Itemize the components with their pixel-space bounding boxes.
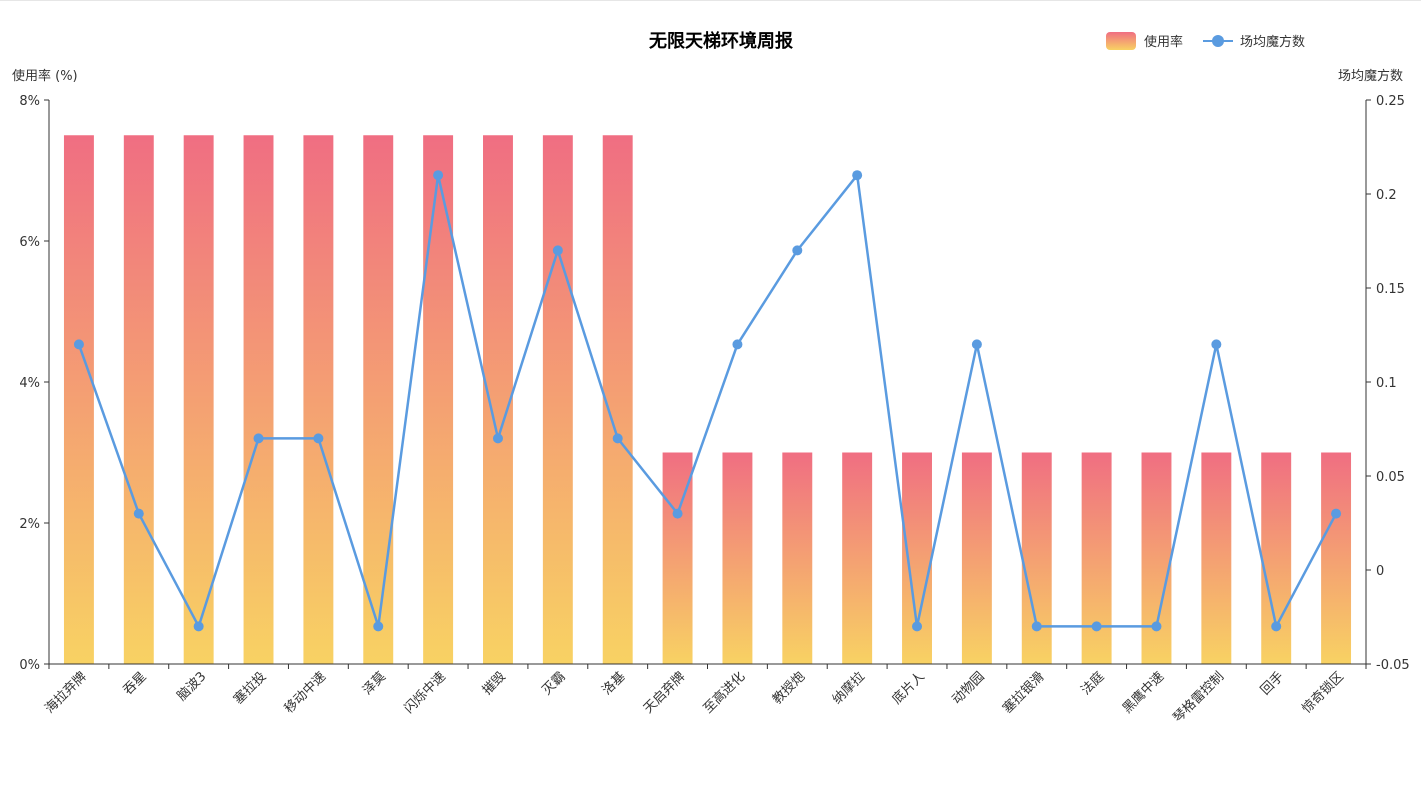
legend-line-marker[interactable] <box>1212 35 1224 47</box>
line-point[interactable] <box>1271 621 1282 632</box>
x-tick-label: 动物园 <box>950 669 988 707</box>
bar[interactable] <box>243 135 274 664</box>
x-tick-label: 回手 <box>1258 669 1287 698</box>
bar[interactable] <box>542 135 573 664</box>
bar[interactable] <box>63 135 94 664</box>
x-tick-label: 泽莫 <box>360 669 389 698</box>
bar[interactable] <box>363 135 394 664</box>
line-point[interactable] <box>492 433 503 444</box>
x-tick-label: 洛基 <box>600 669 629 698</box>
x-tick-label: 纳摩拉 <box>829 669 868 708</box>
x-tick-label: 脑波3 <box>175 669 210 704</box>
bar[interactable] <box>1081 452 1112 665</box>
bar[interactable] <box>303 135 334 664</box>
y-right-axis-label: 场均魔方数 <box>1338 68 1403 84</box>
bar[interactable] <box>842 452 873 665</box>
legend-bar-label[interactable]: 使用率 <box>1144 34 1183 50</box>
bar[interactable] <box>123 135 154 664</box>
x-tick-label: 摧毁 <box>480 669 509 698</box>
line-point[interactable] <box>732 339 743 350</box>
y-left-tick-label: 2% <box>19 517 40 532</box>
bar[interactable] <box>961 452 992 665</box>
bar-series <box>63 135 1352 665</box>
line-point[interactable] <box>433 170 444 181</box>
x-tick-label: 黑鹰中速 <box>1119 669 1167 717</box>
line-point[interactable] <box>1091 621 1102 632</box>
line-point[interactable] <box>912 621 923 632</box>
line-point[interactable] <box>672 508 683 519</box>
y-right-tick-label: 0.15 <box>1376 282 1405 297</box>
legend[interactable]: 使用率 场均魔方数 <box>1106 32 1305 50</box>
y-right-tick-label: 0.05 <box>1376 470 1405 485</box>
line-point[interactable] <box>1151 621 1162 632</box>
bar[interactable] <box>782 452 813 665</box>
x-tick-label: 天启弃牌 <box>640 669 688 717</box>
y-left-tick-label: 0% <box>19 658 40 673</box>
y-left-tick-label: 8% <box>19 94 40 109</box>
line-point[interactable] <box>1331 508 1342 519</box>
bar[interactable] <box>1201 452 1232 665</box>
x-tick-label: 移动中速 <box>282 669 329 716</box>
x-tick-label: 海拉弃牌 <box>42 669 90 717</box>
x-tick-label: 灭霸 <box>540 669 569 698</box>
line-point[interactable] <box>193 621 204 632</box>
bar[interactable] <box>423 135 454 664</box>
y-left-axis-label: 使用率 (%) <box>12 68 78 84</box>
x-tick-label: 教授炮 <box>769 669 808 708</box>
y-right-tick-label: 0 <box>1376 564 1384 579</box>
line-point[interactable] <box>1031 621 1042 632</box>
legend-line-label[interactable]: 场均魔方数 <box>1240 34 1305 50</box>
y-right-tick-label: 0.2 <box>1376 188 1397 203</box>
x-tick-label: 琴格雷控制 <box>1170 669 1227 726</box>
bar[interactable] <box>1141 452 1172 665</box>
chart-title: 无限天梯环境周报 <box>649 30 793 52</box>
bar[interactable] <box>1021 452 1052 665</box>
line-point[interactable] <box>313 433 324 444</box>
y-right-tick-label: 0.25 <box>1376 94 1405 109</box>
y-right-tick-label: 0.1 <box>1376 376 1397 391</box>
x-tick-label: 底片人 <box>889 669 928 708</box>
bar[interactable] <box>1321 452 1352 665</box>
bar[interactable] <box>483 135 513 664</box>
x-tick-label: 法庭 <box>1078 669 1108 699</box>
legend-bar-swatch[interactable] <box>1106 32 1136 50</box>
line-point[interactable] <box>971 339 982 350</box>
line-point[interactable] <box>1211 339 1222 350</box>
y-left-tick-label: 6% <box>19 235 40 250</box>
line-point[interactable] <box>852 170 863 181</box>
line-point[interactable] <box>792 245 803 256</box>
bar[interactable] <box>1261 452 1292 665</box>
bar[interactable] <box>902 452 932 665</box>
line-point[interactable] <box>373 621 384 632</box>
line-point[interactable] <box>612 433 623 444</box>
line-series <box>73 170 1342 632</box>
y-right-tick-label: -0.05 <box>1376 658 1410 673</box>
bar[interactable] <box>722 452 753 665</box>
line-path <box>77 173 1338 628</box>
bar[interactable] <box>183 135 214 664</box>
bar[interactable] <box>602 135 633 664</box>
x-tick-label: 吞星 <box>121 669 150 698</box>
y-left-tick-label: 4% <box>19 376 40 391</box>
x-tick-label: 至高进化 <box>700 669 748 717</box>
x-tick-label: 塞拉银滑 <box>999 669 1047 717</box>
line-point[interactable] <box>552 245 563 256</box>
line-point[interactable] <box>253 433 264 444</box>
x-tick-label: 闪烁中速 <box>402 669 449 716</box>
x-tick-label: 惊奇锁区 <box>1299 669 1347 717</box>
x-tick-label: 塞拉投 <box>230 669 269 708</box>
line-point[interactable] <box>133 508 144 519</box>
line-point[interactable] <box>73 339 84 350</box>
